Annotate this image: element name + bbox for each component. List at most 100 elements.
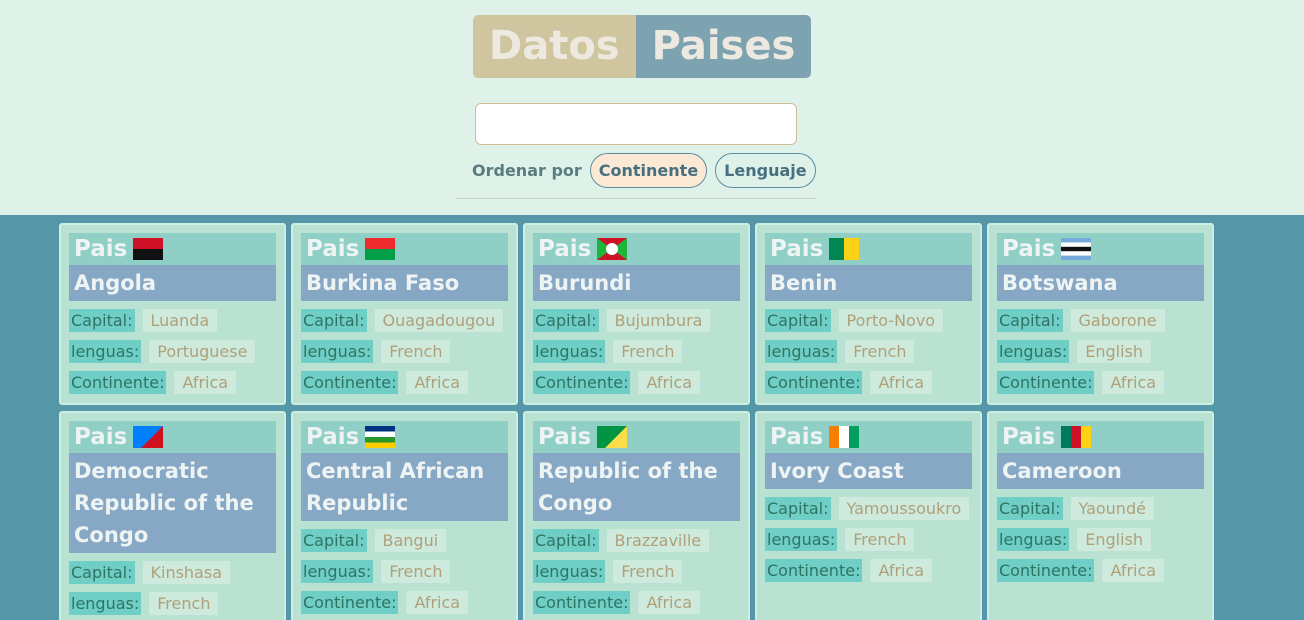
card-tag: Pais bbox=[1002, 424, 1056, 450]
country-card[interactable]: Pais Central African Republic Capital: Bang… bbox=[291, 411, 518, 620]
flag-icon bbox=[829, 238, 860, 260]
country-name: Burkina Faso bbox=[301, 265, 508, 301]
flag-icon bbox=[597, 426, 628, 448]
field-label: Continente: bbox=[301, 371, 399, 394]
flag-icon bbox=[597, 238, 628, 260]
field-value: Kinshasa bbox=[142, 561, 230, 584]
card-tag: Pais bbox=[74, 236, 128, 262]
flag-icon bbox=[365, 238, 396, 260]
field-label: Capital: bbox=[997, 497, 1063, 520]
logo-part: Datos bbox=[473, 15, 636, 78]
field-label: Capital: bbox=[301, 309, 367, 332]
card-tag: Pais bbox=[538, 236, 592, 262]
card-tag-bar: Pais bbox=[301, 233, 508, 265]
card-grid: Pais Angola Capital: Luanda lenguas: Portugue… bbox=[59, 223, 1304, 620]
field-row: lenguas: French bbox=[301, 340, 508, 363]
card-tag-bar: Pais bbox=[69, 233, 276, 265]
field-value: Bujumbura bbox=[606, 309, 711, 332]
field-label: Capital: bbox=[765, 309, 831, 332]
field-label: lenguas: bbox=[997, 340, 1070, 363]
field-label: lenguas: bbox=[997, 528, 1070, 551]
field-row: Capital: Bujumbura bbox=[533, 309, 740, 332]
field-label: Continente: bbox=[301, 591, 399, 614]
sort-button[interactable]: Lenguaje bbox=[715, 153, 816, 188]
field-value: Bangui bbox=[374, 529, 447, 552]
field-row: lenguas: English bbox=[997, 528, 1204, 551]
field-value: Yaoundé bbox=[1070, 497, 1154, 520]
field-label: lenguas: bbox=[765, 340, 838, 363]
card-tag-bar: Pais bbox=[69, 421, 276, 453]
field-row: lenguas: French bbox=[533, 340, 740, 363]
card-tag-bar: Pais bbox=[533, 421, 740, 453]
country-card[interactable]: Pais Cameroon Capital: Yaoundé lenguas: Engli… bbox=[987, 411, 1214, 620]
field-label: Continente: bbox=[765, 371, 863, 394]
flag-icon bbox=[829, 426, 860, 448]
card-tag-bar: Pais bbox=[997, 421, 1204, 453]
field-label: Continente: bbox=[997, 371, 1095, 394]
field-label: lenguas: bbox=[533, 340, 606, 363]
field-row: lenguas: French bbox=[765, 528, 972, 551]
flag-icon bbox=[1061, 238, 1092, 260]
country-name: Democratic Republic of the Congo bbox=[69, 453, 276, 553]
field-row: Capital: Brazzaville bbox=[533, 529, 740, 552]
divider bbox=[456, 198, 816, 199]
field-label: Capital: bbox=[69, 309, 135, 332]
field-label: Capital: bbox=[69, 561, 135, 584]
country-card[interactable]: Pais Benin Capital: Porto-Novo lenguas: Frenc… bbox=[755, 223, 982, 405]
field-row: Continente: Africa bbox=[533, 591, 740, 614]
field-row: lenguas: French bbox=[533, 560, 740, 583]
field-value: English bbox=[1077, 528, 1152, 551]
field-value: French bbox=[613, 340, 683, 363]
country-card[interactable]: Pais Botswana Capital: Gaborone lenguas: Engl… bbox=[987, 223, 1214, 405]
card-tag: Pais bbox=[770, 236, 824, 262]
field-value: Africa bbox=[638, 371, 701, 394]
country-card[interactable]: Pais Republic of the Congo Capital: Brazzav… bbox=[523, 411, 750, 620]
field-label: Continente: bbox=[533, 371, 631, 394]
field-row: Continente: Africa bbox=[301, 591, 508, 614]
field-row: Continente: Africa bbox=[997, 559, 1204, 582]
field-value: Africa bbox=[1102, 559, 1165, 582]
field-label: Capital: bbox=[533, 529, 599, 552]
card-tag: Pais bbox=[1002, 236, 1056, 262]
field-row: lenguas: English bbox=[997, 340, 1204, 363]
field-row: Continente: Africa bbox=[533, 371, 740, 394]
field-value: Africa bbox=[870, 559, 933, 582]
field-row: Continente: Africa bbox=[765, 559, 972, 582]
country-name: Botswana bbox=[997, 265, 1204, 301]
flag-icon bbox=[365, 426, 396, 448]
field-value: Portuguese bbox=[149, 340, 256, 363]
country-card[interactable]: Pais Democratic Republic of the Congo Capi… bbox=[59, 411, 286, 620]
field-label: lenguas: bbox=[69, 340, 142, 363]
country-card[interactable]: Pais Ivory Coast Capital: Yamoussoukro lengu… bbox=[755, 411, 982, 620]
field-label: lenguas: bbox=[301, 560, 374, 583]
field-value: Ouagadougou bbox=[374, 309, 504, 332]
country-card[interactable]: Pais Burkina Faso Capital: Ouagadougou lengu… bbox=[291, 223, 518, 405]
card-tag: Pais bbox=[770, 424, 824, 450]
card-tag: Pais bbox=[74, 424, 128, 450]
logo-part: Paises bbox=[635, 15, 812, 78]
flag-icon bbox=[133, 238, 164, 260]
card-tag-bar: Pais bbox=[533, 233, 740, 265]
field-label: lenguas: bbox=[69, 592, 142, 615]
country-card[interactable]: Pais Angola Capital: Luanda lenguas: Portugue… bbox=[59, 223, 286, 405]
country-name: Cameroon bbox=[997, 453, 1204, 489]
field-row: Capital: Bangui bbox=[301, 529, 508, 552]
logo: Datos Paises bbox=[473, 15, 812, 78]
field-row: lenguas: French bbox=[765, 340, 972, 363]
flag-icon bbox=[133, 426, 164, 448]
header: Datos Paises Ordenar por Continente Leng… bbox=[0, 0, 1304, 215]
country-name: Ivory Coast bbox=[765, 453, 972, 489]
field-label: Capital: bbox=[301, 529, 367, 552]
field-value: Africa bbox=[174, 371, 237, 394]
country-card[interactable]: Pais Burundi Capital: Bujumbura lenguas: Fren… bbox=[523, 223, 750, 405]
field-row: lenguas: Portuguese bbox=[69, 340, 276, 363]
field-value: French bbox=[845, 528, 915, 551]
sort-button[interactable]: Continente bbox=[589, 153, 708, 188]
field-label: Continente: bbox=[69, 371, 167, 394]
card-area: Pais Angola Capital: Luanda lenguas: Portugue… bbox=[0, 215, 1304, 620]
field-row: Continente: Africa bbox=[997, 371, 1204, 394]
field-value: Africa bbox=[406, 371, 469, 394]
card-tag-bar: Pais bbox=[997, 233, 1204, 265]
search-input[interactable] bbox=[475, 103, 797, 145]
